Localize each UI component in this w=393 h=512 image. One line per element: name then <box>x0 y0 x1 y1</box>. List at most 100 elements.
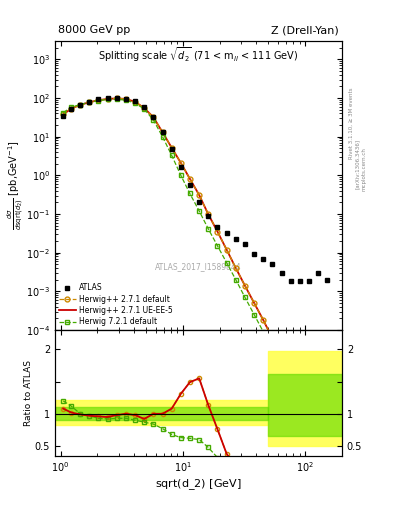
Herwig 7.2.1 default <box>61 110 66 116</box>
Herwig++ 2.7.1 default <box>61 111 66 117</box>
Herwig++ 2.7.1 default <box>261 317 266 323</box>
Herwig++ 2.7.1 UE-EE-5 <box>197 192 202 198</box>
Herwig++ 2.7.1 default <box>206 211 211 217</box>
Herwig++ 2.7.1 default <box>316 420 321 426</box>
Herwig 7.2.1 default <box>133 100 138 106</box>
Herwig 7.2.1 default <box>69 104 73 110</box>
Herwig++ 2.7.1 default <box>233 265 238 271</box>
Herwig 7.2.1 default <box>178 173 183 179</box>
Herwig++ 2.7.1 UE-EE-5 <box>224 247 229 253</box>
Text: 8000 GeV pp: 8000 GeV pp <box>58 25 130 35</box>
Herwig++ 2.7.1 default <box>96 97 101 103</box>
Herwig 7.2.1 default <box>142 106 147 112</box>
Herwig++ 2.7.1 default <box>151 114 156 120</box>
Herwig 7.2.1 default <box>87 99 92 105</box>
Text: Z (Drell-Yan): Z (Drell-Yan) <box>271 25 339 35</box>
Herwig 7.2.1 default <box>78 101 83 108</box>
ATLAS <box>105 95 110 101</box>
Text: [arXiv:1306.3436]: [arXiv:1306.3436] <box>355 139 360 189</box>
Herwig++ 2.7.1 default <box>114 95 119 101</box>
Herwig 7.2.1 default <box>233 276 238 283</box>
Herwig 7.2.1 default <box>187 190 192 197</box>
Herwig++ 2.7.1 UE-EE-5 <box>105 96 110 102</box>
ATLAS <box>151 114 156 120</box>
ATLAS <box>279 270 284 276</box>
Herwig++ 2.7.1 default <box>160 129 165 135</box>
ATLAS <box>96 96 101 102</box>
Herwig++ 2.7.1 UE-EE-5 <box>61 111 66 117</box>
Text: ATLAS_2017_I1589844: ATLAS_2017_I1589844 <box>155 262 242 271</box>
Herwig 7.2.1 default <box>270 347 275 353</box>
ATLAS <box>160 129 165 135</box>
Herwig++ 2.7.1 default <box>325 436 330 442</box>
Herwig++ 2.7.1 default <box>87 99 92 105</box>
Herwig++ 2.7.1 default <box>169 144 174 151</box>
Herwig++ 2.7.1 default <box>69 105 73 112</box>
Herwig++ 2.7.1 default <box>187 176 192 182</box>
Herwig++ 2.7.1 UE-EE-5 <box>215 228 220 234</box>
Herwig++ 2.7.1 UE-EE-5 <box>316 420 321 426</box>
ATLAS <box>69 106 73 112</box>
Herwig++ 2.7.1 UE-EE-5 <box>206 211 211 217</box>
ATLAS <box>178 164 183 170</box>
Herwig 7.2.1 default <box>252 311 257 317</box>
ATLAS <box>215 224 220 230</box>
Herwig++ 2.7.1 UE-EE-5 <box>142 105 147 111</box>
ATLAS <box>123 96 128 102</box>
Herwig++ 2.7.1 default <box>133 99 138 105</box>
Herwig++ 2.7.1 UE-EE-5 <box>270 335 275 342</box>
ATLAS <box>288 279 293 285</box>
Herwig++ 2.7.1 UE-EE-5 <box>233 265 238 271</box>
Herwig 7.2.1 default <box>288 381 293 387</box>
Herwig++ 2.7.1 UE-EE-5 <box>261 317 266 323</box>
Herwig++ 2.7.1 UE-EE-5 <box>151 114 156 120</box>
Herwig++ 2.7.1 default <box>307 402 312 409</box>
Herwig 7.2.1 default <box>96 97 101 103</box>
Legend: ATLAS, Herwig++ 2.7.1 default, Herwig++ 2.7.1 UE-EE-5, Herwig 7.2.1 default: ATLAS, Herwig++ 2.7.1 default, Herwig++ … <box>59 283 173 326</box>
Herwig 7.2.1 default <box>307 414 312 420</box>
ATLAS <box>133 98 138 104</box>
Herwig 7.2.1 default <box>160 134 165 140</box>
Herwig++ 2.7.1 UE-EE-5 <box>252 300 257 306</box>
X-axis label: $\mathrm{sqrt(d\_2)}$ [GeV]: $\mathrm{sqrt(d\_2)}$ [GeV] <box>155 477 242 492</box>
Herwig++ 2.7.1 UE-EE-5 <box>307 402 312 409</box>
Herwig 7.2.1 default <box>224 260 229 266</box>
Herwig 7.2.1 default <box>114 96 119 102</box>
ATLAS <box>87 99 92 105</box>
Herwig++ 2.7.1 default <box>270 335 275 342</box>
Herwig 7.2.1 default <box>242 294 247 301</box>
Herwig 7.2.1 default <box>298 397 302 403</box>
Herwig++ 2.7.1 UE-EE-5 <box>242 283 247 289</box>
Herwig++ 2.7.1 UE-EE-5 <box>169 144 174 151</box>
Herwig++ 2.7.1 default <box>197 192 202 198</box>
ATLAS <box>233 237 238 243</box>
Herwig++ 2.7.1 default <box>252 300 257 306</box>
ATLAS <box>325 276 330 283</box>
ATLAS <box>242 241 247 247</box>
ATLAS <box>206 213 211 219</box>
Herwig 7.2.1 default <box>206 225 211 231</box>
Herwig++ 2.7.1 default <box>78 102 83 108</box>
Herwig++ 2.7.1 default <box>142 105 147 111</box>
Herwig 7.2.1 default <box>105 96 110 102</box>
ATLAS <box>224 230 229 236</box>
Herwig++ 2.7.1 UE-EE-5 <box>87 99 92 105</box>
Herwig++ 2.7.1 default <box>298 386 302 392</box>
Text: mcplots.cern.ch: mcplots.cern.ch <box>361 147 366 191</box>
ATLAS <box>316 270 321 276</box>
Herwig++ 2.7.1 UE-EE-5 <box>325 436 330 442</box>
Herwig 7.2.1 default <box>279 364 284 370</box>
Herwig++ 2.7.1 default <box>178 160 183 166</box>
Herwig++ 2.7.1 default <box>242 283 247 289</box>
Herwig++ 2.7.1 UE-EE-5 <box>96 97 101 103</box>
Herwig++ 2.7.1 UE-EE-5 <box>160 129 165 135</box>
Herwig 7.2.1 default <box>316 431 321 437</box>
Herwig++ 2.7.1 default <box>288 369 293 375</box>
Line: Herwig 7.2.1 default: Herwig 7.2.1 default <box>61 97 330 454</box>
ATLAS <box>252 251 257 258</box>
Herwig 7.2.1 default <box>151 117 156 123</box>
Text: Rivet 3.1.10, ≥ 3M events: Rivet 3.1.10, ≥ 3M events <box>349 87 354 159</box>
Herwig++ 2.7.1 default <box>224 247 229 253</box>
Herwig++ 2.7.1 UE-EE-5 <box>178 160 183 166</box>
Herwig 7.2.1 default <box>123 97 128 103</box>
